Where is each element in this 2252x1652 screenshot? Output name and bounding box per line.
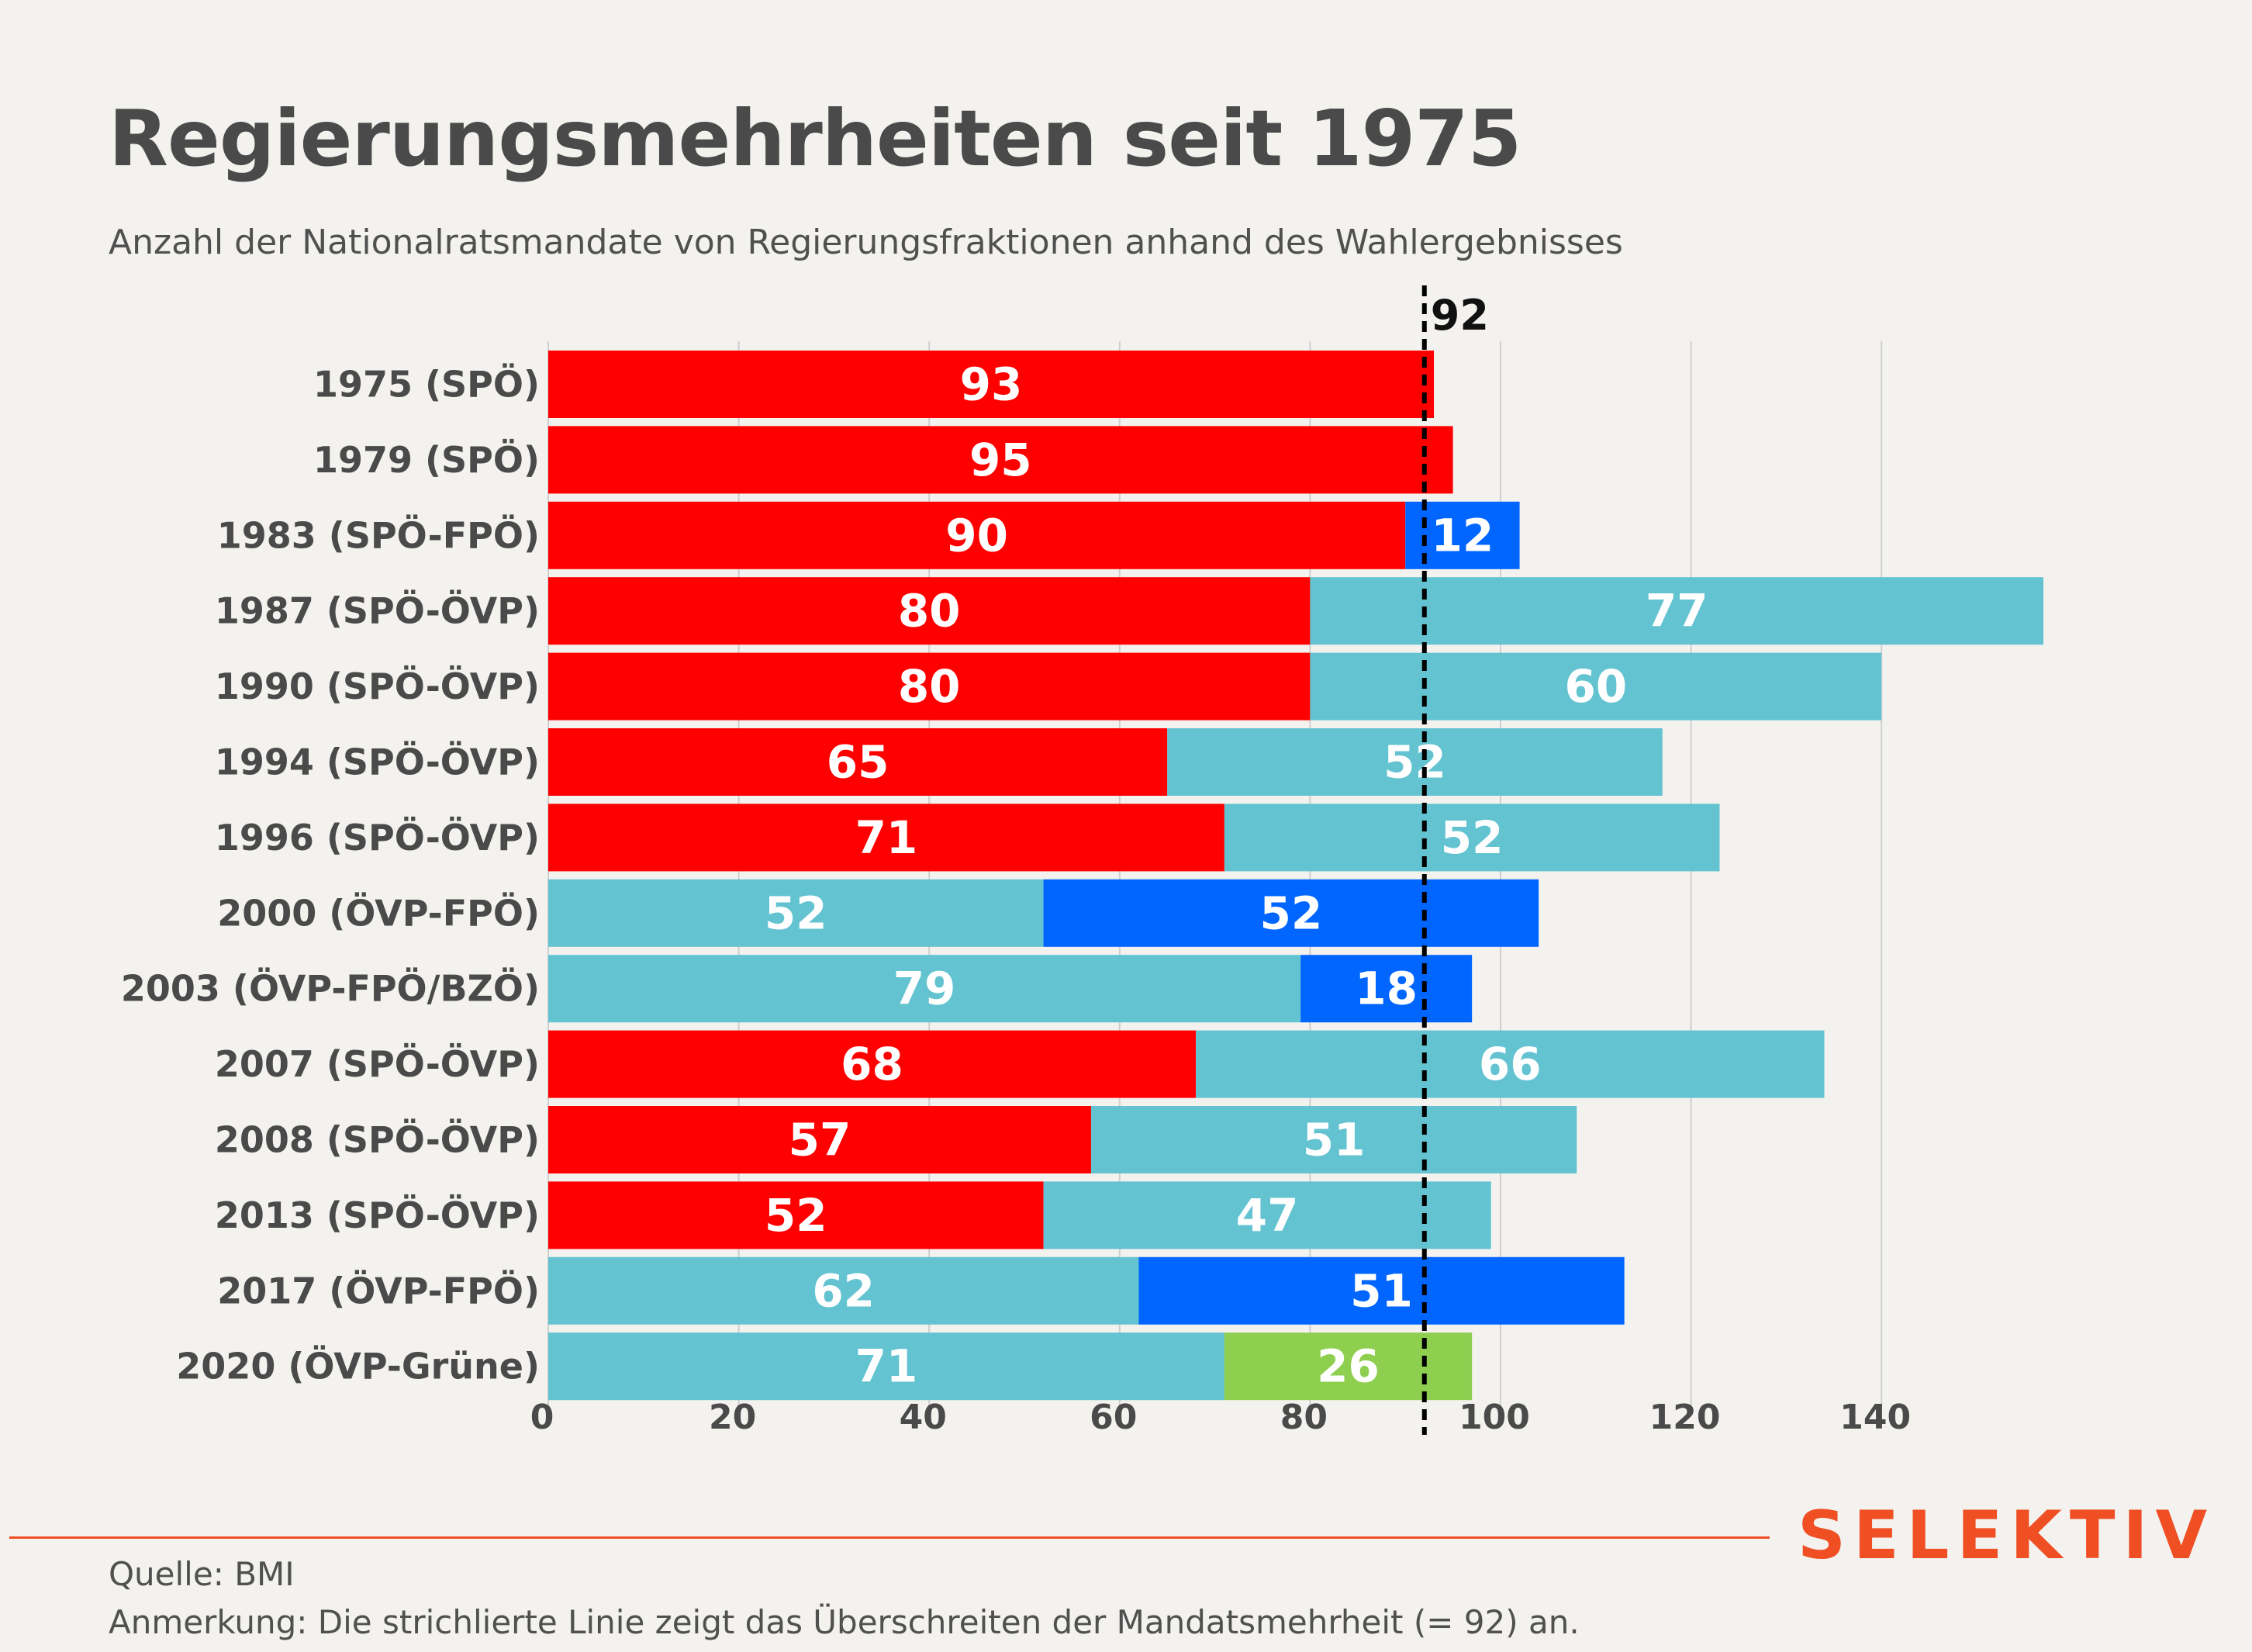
category-label: 2003 (ÖVP-FPÖ/BZÖ) bbox=[121, 968, 540, 1010]
bar-value-label: 57 bbox=[789, 1114, 851, 1166]
category-label: 2020 (ÖVP-Grüne) bbox=[176, 1346, 540, 1388]
x-tick-label: 20 bbox=[709, 1398, 756, 1437]
bar-value-label: 52 bbox=[1383, 736, 1446, 789]
bar-value-label: 52 bbox=[765, 1189, 827, 1242]
bar-segment bbox=[548, 1181, 1044, 1249]
bar-value-label: 90 bbox=[945, 509, 1008, 562]
x-tick-label: 80 bbox=[1280, 1398, 1328, 1437]
category-label: 1983 (SPÖ-FPÖ) bbox=[217, 514, 540, 556]
majority-threshold: 92 bbox=[1421, 285, 1489, 1435]
bar-value-label: 80 bbox=[898, 585, 961, 638]
category-label: 1990 (SPÖ-ÖVP) bbox=[215, 665, 540, 707]
bar-segment bbox=[1224, 804, 1720, 872]
bar-segment bbox=[548, 577, 1311, 645]
bar-value-label: 18 bbox=[1355, 963, 1418, 1015]
category-labels: 1975 (SPÖ) 1979 (SPÖ) 1983 (SPÖ-FPÖ) 1987 (… bbox=[121, 364, 540, 1388]
category-label: 1979 (SPÖ) bbox=[313, 439, 540, 481]
bar-segment bbox=[548, 1030, 1197, 1098]
chart-title: Regierungsmehrheiten seit 1975 bbox=[109, 93, 1521, 184]
bar-segment bbox=[548, 804, 1224, 872]
bars: 93 95 90 12 80 77 80 60 65 52 71 52 52 52 79 18 68 66 57 51… bbox=[548, 351, 2043, 1401]
footer-divider bbox=[9, 1536, 1770, 1539]
bar-segment bbox=[1043, 1181, 1491, 1249]
bar-chart: 93 95 90 12 80 77 80 60 65 52 71 52 52 52 79 18 68 66 57 51… bbox=[121, 285, 2043, 1437]
bar-segment bbox=[548, 1256, 1139, 1325]
bar-value-label: 52 bbox=[1441, 811, 1504, 864]
bar-segment bbox=[1138, 1256, 1625, 1325]
chart-subtitle: Anzahl der Nationalratsmandate von Regie… bbox=[109, 223, 1623, 262]
x-axis-ticks: 0 20 40 60 80 100 120 140 bbox=[530, 1398, 1911, 1437]
bar-segment bbox=[548, 728, 1168, 796]
bar-value-label: 71 bbox=[855, 811, 918, 864]
bar-segment bbox=[1310, 652, 1882, 721]
bar-segment bbox=[548, 1332, 1224, 1401]
bar-segment bbox=[1167, 728, 1663, 796]
bar-value-label: 51 bbox=[1350, 1264, 1413, 1317]
bar-segment bbox=[548, 955, 1301, 1023]
bar-segment bbox=[1224, 1332, 1473, 1401]
category-label: 1975 (SPÖ) bbox=[313, 364, 540, 406]
bar-value-label: 60 bbox=[1564, 660, 1627, 713]
x-tick-label: 0 bbox=[530, 1398, 554, 1437]
brand-logo: SELEKTIV bbox=[1798, 1497, 2216, 1574]
bar-value-label: 52 bbox=[765, 886, 827, 939]
annotation-note: Anmerkung: Die strichlierte Linie zeigt … bbox=[109, 1603, 1580, 1641]
bar-value-label: 68 bbox=[841, 1038, 903, 1090]
x-tick-label: 60 bbox=[1090, 1398, 1137, 1437]
bar-segment bbox=[1196, 1030, 1825, 1098]
bar-segment bbox=[548, 1106, 1091, 1173]
bar-value-label: 62 bbox=[812, 1264, 875, 1317]
category-label: 2007 (SPÖ-ÖVP) bbox=[215, 1043, 540, 1085]
source-note: Quelle: BMI bbox=[109, 1555, 295, 1593]
bar-segment bbox=[1043, 879, 1539, 947]
threshold-label: 92 bbox=[1431, 291, 1489, 340]
category-label: 2000 (ÖVP-FPÖ) bbox=[217, 892, 540, 934]
bar-value-label: 26 bbox=[1317, 1340, 1380, 1393]
bar-segment bbox=[1300, 955, 1473, 1023]
bar-segment bbox=[548, 879, 1044, 947]
bar-value-label: 47 bbox=[1236, 1189, 1299, 1242]
bar-segment bbox=[548, 426, 1453, 494]
bar-segment bbox=[548, 351, 1435, 418]
bar-segment bbox=[1310, 577, 2043, 645]
bar-value-label: 65 bbox=[827, 736, 889, 789]
bar-segment bbox=[1090, 1106, 1577, 1173]
category-label: 2017 (ÖVP-FPÖ) bbox=[217, 1270, 540, 1312]
bar-value-label: 71 bbox=[855, 1340, 918, 1393]
bar-value-label: 77 bbox=[1646, 585, 1708, 638]
bar-value-label: 79 bbox=[893, 963, 956, 1015]
bar-value-label: 95 bbox=[969, 434, 1032, 486]
bar-value-label: 66 bbox=[1479, 1038, 1542, 1090]
category-label: 2013 (SPÖ-ÖVP) bbox=[215, 1194, 540, 1236]
category-label: 1994 (SPÖ-ÖVP) bbox=[215, 741, 540, 783]
bar-value-label: 93 bbox=[960, 358, 1023, 411]
bar-value-label: 12 bbox=[1432, 509, 1494, 562]
x-tick-label: 40 bbox=[900, 1398, 947, 1437]
category-label: 1996 (SPÖ-ÖVP) bbox=[215, 817, 540, 859]
category-label: 1987 (SPÖ-ÖVP) bbox=[215, 590, 540, 632]
x-tick-label: 120 bbox=[1649, 1398, 1721, 1437]
bar-value-label: 51 bbox=[1303, 1114, 1366, 1166]
bar-segment bbox=[548, 652, 1311, 721]
bar-value-label: 80 bbox=[898, 660, 961, 713]
category-label: 2008 (SPÖ-ÖVP) bbox=[215, 1119, 540, 1161]
bar-segment bbox=[548, 501, 1406, 569]
x-tick-label: 140 bbox=[1839, 1398, 1911, 1437]
bar-value-label: 52 bbox=[1259, 886, 1322, 939]
x-tick-label: 100 bbox=[1459, 1398, 1530, 1437]
